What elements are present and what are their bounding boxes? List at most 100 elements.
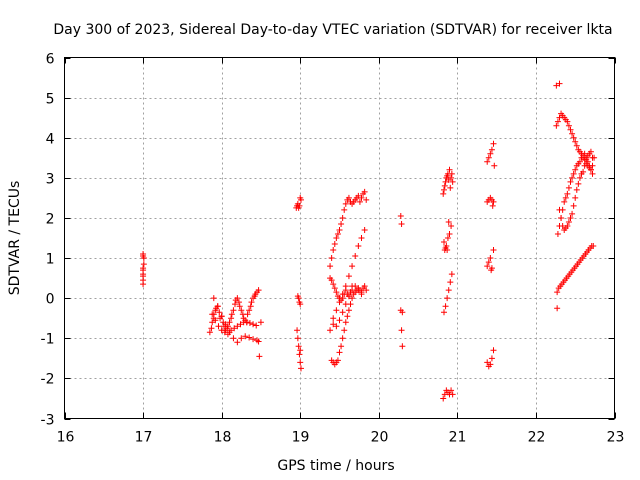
data-point	[489, 202, 496, 209]
data-point	[572, 138, 579, 145]
x-tick-labels: 16 17 18 19 20 21 22 23	[57, 430, 625, 446]
data-point	[567, 214, 574, 221]
data-point	[570, 170, 577, 177]
data-point	[352, 253, 359, 260]
data-point	[327, 327, 334, 334]
data-point	[234, 323, 241, 330]
series-group	[140, 251, 147, 288]
data-point	[583, 156, 590, 163]
data-point	[248, 299, 255, 306]
x-tick-label: 19	[292, 430, 310, 446]
data-point	[345, 273, 352, 280]
data-point	[562, 194, 569, 201]
data-point	[244, 311, 251, 318]
data-point	[210, 295, 217, 302]
data-point	[339, 214, 346, 221]
data-point	[553, 82, 560, 89]
y-tick-label: 5	[46, 92, 55, 108]
data-point	[554, 305, 561, 312]
data-point	[358, 235, 365, 241]
data-point	[589, 154, 596, 161]
grid-layer	[64, 57, 615, 419]
data-point	[399, 309, 406, 316]
data-point	[347, 301, 354, 308]
data-point	[297, 347, 304, 354]
data-point	[339, 295, 346, 302]
x-tick-label: 16	[57, 430, 75, 446]
data-point	[490, 247, 497, 254]
data-point	[342, 319, 349, 326]
data-point	[257, 319, 264, 326]
y-tick-label: 3	[46, 172, 55, 188]
data-point	[573, 186, 580, 193]
data-point	[567, 178, 574, 185]
data-point	[397, 212, 404, 219]
data-point	[336, 317, 343, 324]
data-point	[341, 206, 348, 213]
data-point	[328, 277, 335, 284]
data-point	[222, 321, 229, 328]
data-point	[231, 325, 238, 332]
data-point	[441, 186, 447, 193]
data-point	[447, 184, 454, 191]
data-point	[355, 243, 362, 250]
data-point	[295, 295, 302, 302]
data-point	[448, 271, 455, 278]
x-tick-label: 21	[449, 430, 467, 446]
data-point	[590, 243, 597, 250]
data-point	[226, 329, 233, 336]
data-point	[554, 230, 561, 237]
data-point	[333, 289, 340, 296]
x-tick-label: 22	[528, 430, 546, 446]
data-point	[575, 180, 582, 187]
data-point	[330, 247, 337, 254]
data-point	[570, 202, 577, 209]
data-point	[363, 287, 370, 294]
data-point	[554, 118, 561, 125]
data-point	[242, 333, 249, 340]
data-point	[445, 176, 452, 183]
data-point	[298, 196, 304, 203]
data-point	[440, 395, 447, 402]
data-point	[444, 235, 451, 241]
series-group	[293, 194, 304, 372]
data-point	[444, 247, 451, 254]
x-tick-label: 23	[607, 430, 625, 446]
data-point	[345, 293, 352, 300]
data-point	[487, 150, 494, 157]
data-point	[565, 122, 572, 129]
data-point	[363, 196, 370, 203]
data-point	[349, 283, 356, 290]
data-point	[565, 184, 572, 191]
data-point	[297, 359, 304, 366]
data-point	[232, 301, 238, 308]
data-point	[484, 263, 491, 270]
x-tick-label: 18	[214, 430, 232, 446]
data-point	[228, 315, 235, 322]
data-point	[345, 307, 352, 314]
data-point	[441, 182, 448, 189]
data-point	[589, 162, 596, 169]
data-point	[338, 220, 345, 227]
data-point	[569, 174, 576, 181]
data-point	[140, 261, 147, 268]
data-point	[587, 166, 594, 173]
series-group	[440, 166, 456, 402]
data-point	[565, 218, 572, 225]
data-point	[564, 222, 571, 229]
data-point	[587, 148, 594, 155]
data-point	[485, 154, 492, 161]
data-point	[295, 343, 302, 350]
data-point	[572, 166, 579, 173]
data-point	[487, 255, 494, 262]
data-point	[334, 230, 341, 237]
data-point	[209, 319, 216, 326]
y-tick-labels: -3 -2 -1 0 1 2 3 4 5 6	[41, 52, 55, 429]
data-point	[250, 336, 257, 343]
y-tick-label: 4	[46, 132, 55, 148]
data-point	[206, 329, 213, 336]
data-point	[358, 194, 365, 201]
data-point	[330, 321, 337, 328]
data-point	[294, 327, 301, 334]
